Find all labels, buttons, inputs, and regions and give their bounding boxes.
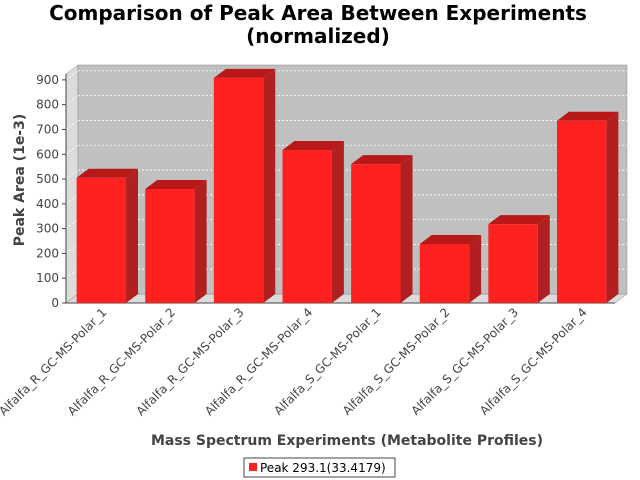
bar-top: [556, 111, 619, 121]
y-tick-label: 200: [36, 246, 59, 260]
bar-side: [331, 141, 344, 303]
gridline-wall: [65, 95, 79, 105]
x-axis-title: Mass Spectrum Experiments (Metabolite Pr…: [151, 433, 543, 449]
bar-top: [488, 215, 550, 225]
legend-box: [243, 457, 396, 478]
legend: Peak 293.1(33.4179): [243, 457, 396, 478]
chart-subtitle: (normalized): [246, 24, 390, 48]
gridline-wall: [65, 144, 79, 155]
gridline-wall: [65, 169, 79, 180]
x-tick-label: Alfalfa_R_GC-MS-Polar_1: [0, 305, 109, 418]
gridline-wall: [65, 244, 79, 254]
legend-label: Peak 293.1(33.4179): [260, 461, 386, 475]
gridline-wall: [65, 70, 79, 81]
gridline-wall: [65, 268, 79, 279]
y-tick-label: 400: [36, 197, 59, 211]
y-axis-title: Peak Area (1e-3): [12, 114, 28, 247]
bar: [556, 120, 607, 303]
legend-swatch: [249, 463, 257, 471]
gridline-wall: [65, 120, 79, 130]
bar: [351, 164, 401, 303]
y-tick-label: 100: [36, 271, 59, 285]
bar-side: [537, 215, 550, 303]
bar-top: [76, 168, 139, 178]
bar-top: [419, 234, 482, 244]
bar: [488, 224, 538, 303]
y-tick-label: 700: [36, 122, 59, 136]
bar: [76, 177, 127, 303]
gridline-wall: [65, 219, 79, 229]
bar-side: [606, 111, 619, 303]
y-tick-label: 600: [36, 147, 59, 161]
y-tick-label: 800: [36, 98, 59, 112]
bar: [419, 243, 470, 303]
bar: [213, 77, 264, 304]
bar-side: [469, 234, 482, 303]
bar-side: [126, 168, 139, 303]
y-tick-label: 0: [51, 296, 59, 310]
gridline-wall: [65, 194, 79, 205]
chart-title: Comparison of Peak Area Between Experime…: [49, 1, 587, 25]
bar-top: [213, 68, 276, 78]
y-tick-label: 500: [36, 172, 59, 186]
bar-side: [194, 179, 207, 303]
plot-side-wall: [65, 64, 79, 304]
bar-top: [351, 155, 413, 165]
bar: [282, 150, 332, 303]
bar-top: [145, 179, 207, 189]
y-tick-label: 300: [36, 222, 59, 236]
bar-top: [282, 141, 344, 151]
bar-side: [263, 68, 276, 304]
plot-area: 0 100 200 300 400 500 600 700 800 900 Alfalfa_R_GC…: [0, 64, 628, 418]
bar-side: [400, 155, 413, 303]
y-tick-label: 900: [36, 73, 59, 87]
bar: [145, 188, 195, 303]
